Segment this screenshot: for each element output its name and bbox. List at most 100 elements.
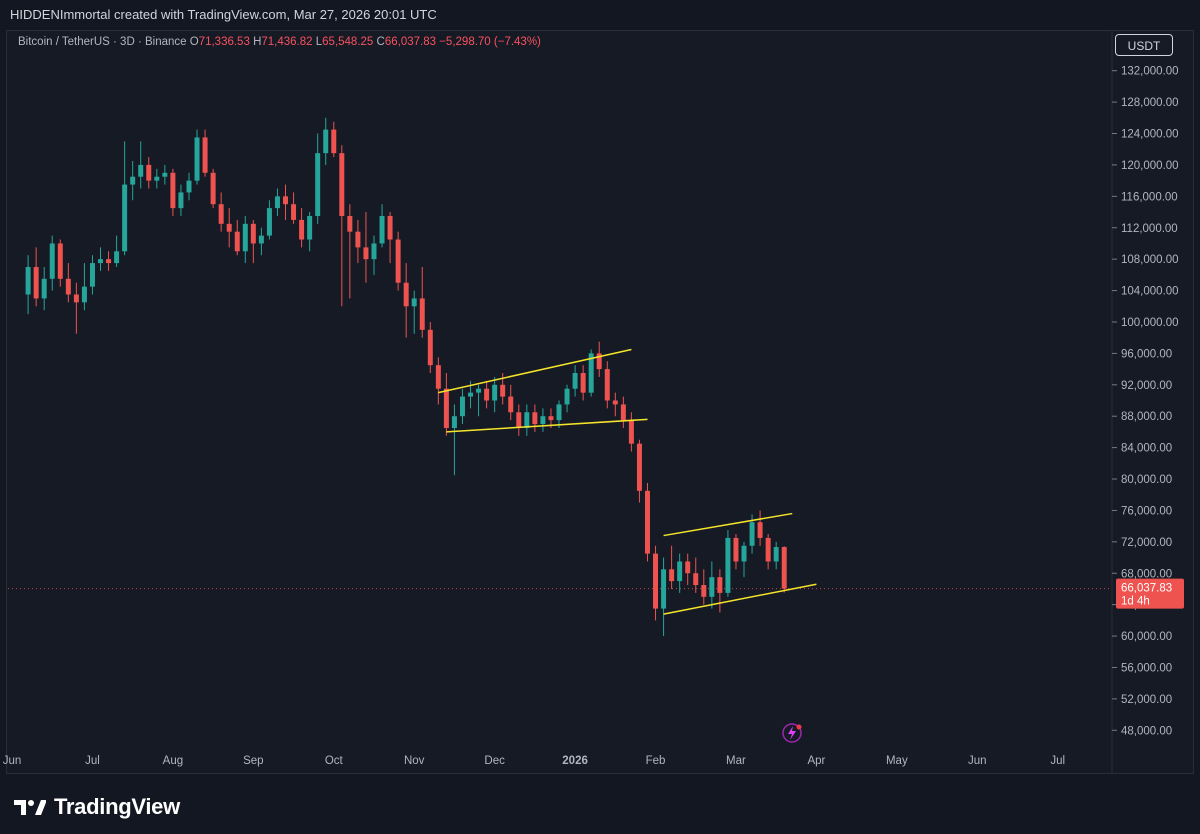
candle-body xyxy=(339,153,345,216)
candle-body xyxy=(146,164,152,181)
time-tick-label: Nov xyxy=(404,755,425,767)
time-tick-label: Jun xyxy=(3,755,22,767)
candle-body xyxy=(226,223,232,232)
candle xyxy=(532,404,538,432)
candle xyxy=(234,219,240,256)
change-value: −5,298.70 (−7.43%) xyxy=(439,36,541,48)
candle-body xyxy=(411,298,417,307)
candle xyxy=(371,235,377,275)
candle xyxy=(291,192,297,224)
candle xyxy=(57,239,63,287)
candle-body xyxy=(194,137,200,181)
candle xyxy=(669,545,675,589)
candle xyxy=(395,231,401,291)
attribution-bar: HIDDENImmortal created with TradingView.… xyxy=(0,0,1200,30)
candle xyxy=(588,349,594,397)
candle xyxy=(170,168,176,216)
candle xyxy=(661,557,667,637)
candle xyxy=(210,168,216,209)
time-tick-label: May xyxy=(886,755,908,767)
price-tick-label: 80,000.00 xyxy=(1121,474,1172,486)
last-price-value: 66,037.83 xyxy=(1121,583,1172,595)
candle-body xyxy=(580,373,586,393)
candle xyxy=(516,404,522,436)
candle-body xyxy=(73,294,79,303)
currency-button[interactable]: USDT xyxy=(1115,34,1173,56)
candle-body xyxy=(620,404,626,421)
candle xyxy=(492,376,498,413)
candle xyxy=(49,235,55,291)
candle xyxy=(741,541,747,578)
candle xyxy=(226,208,232,248)
candle-body xyxy=(266,208,272,236)
candle xyxy=(379,204,385,248)
price-tick-label: 92,000.00 xyxy=(1121,380,1172,392)
candle-body xyxy=(484,388,490,401)
symbol-legend: Bitcoin / TetherUS · 3D · Binance O71,33… xyxy=(18,36,541,48)
candle-body xyxy=(178,192,184,209)
price-tick-label: 72,000.00 xyxy=(1121,537,1172,549)
candle-body xyxy=(291,204,297,220)
price-tick-label: 112,000.00 xyxy=(1121,223,1178,235)
candle xyxy=(65,263,71,303)
candle-body xyxy=(331,129,337,154)
time-tick-label: Feb xyxy=(646,755,666,767)
candle-body xyxy=(130,176,136,185)
candle xyxy=(628,412,634,452)
candle-body xyxy=(451,416,457,428)
candle xyxy=(363,212,369,283)
candle-body xyxy=(234,231,240,252)
candle-body xyxy=(709,577,715,597)
time-tick-label: Dec xyxy=(484,755,505,767)
time-tick-label: Jun xyxy=(968,755,987,767)
candle-body xyxy=(218,204,224,224)
price-chart[interactable]: 48,000.0052,000.0056,000.0060,000.0064,0… xyxy=(0,0,1200,774)
candle xyxy=(41,267,47,311)
candle xyxy=(387,212,393,264)
candle-body xyxy=(186,180,192,193)
price-tick-label: 108,000.00 xyxy=(1121,254,1179,266)
lightning-icon[interactable] xyxy=(782,723,802,743)
candle xyxy=(435,357,441,405)
candle-body xyxy=(435,365,441,389)
candle-body xyxy=(162,172,168,177)
candle xyxy=(508,384,514,421)
symbol-name[interactable]: Bitcoin / TetherUS · 3D · Binance xyxy=(18,36,187,48)
candle xyxy=(765,533,771,570)
time-tick-label: Sep xyxy=(243,755,263,767)
candle xyxy=(106,251,112,271)
candle-body xyxy=(524,412,530,428)
price-tick-label: 124,000.00 xyxy=(1121,129,1179,141)
candle xyxy=(733,533,739,570)
candle-body xyxy=(57,243,63,279)
candle-body xyxy=(65,278,71,295)
price-tick-label: 48,000.00 xyxy=(1121,725,1172,737)
candle-body xyxy=(677,561,683,582)
tradingview-brand[interactable]: TradingView xyxy=(14,794,180,820)
candle-body xyxy=(725,537,731,593)
open-value: 71,336.53 xyxy=(198,36,250,48)
candle-body xyxy=(717,577,723,593)
candle xyxy=(653,545,659,621)
candle-body xyxy=(170,172,176,209)
candle xyxy=(33,247,39,307)
candle-body xyxy=(685,561,691,574)
candle xyxy=(403,263,409,338)
candle-body xyxy=(644,490,650,554)
low-label: L xyxy=(315,36,323,48)
candle-body xyxy=(749,522,755,546)
candle-body xyxy=(315,153,321,216)
candle xyxy=(299,208,305,248)
trendline xyxy=(438,348,632,394)
candle xyxy=(484,380,490,409)
candle xyxy=(757,510,763,546)
tradingview-logo-icon xyxy=(14,800,46,815)
candle-body xyxy=(138,164,144,177)
candle-body xyxy=(403,282,409,307)
candle xyxy=(266,200,272,240)
candle xyxy=(564,384,570,413)
candle-body xyxy=(307,215,313,240)
lightning-icon-ring xyxy=(782,723,802,743)
candle-body xyxy=(202,137,208,173)
